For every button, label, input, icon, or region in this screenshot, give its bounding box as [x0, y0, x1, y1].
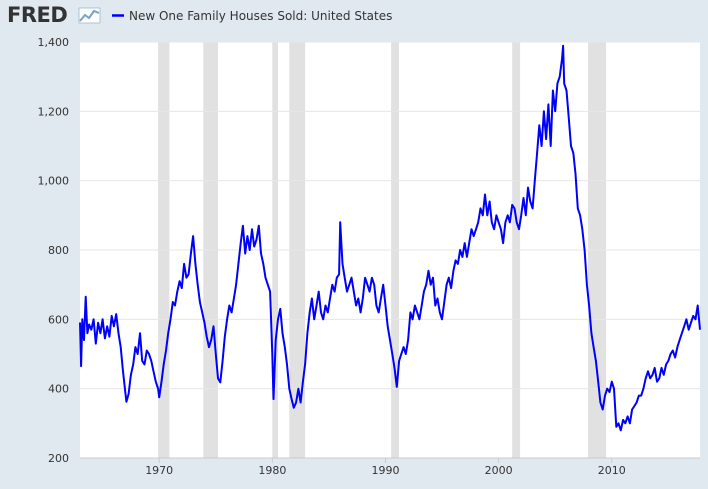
- x-tick-label-1980: 1980: [258, 464, 286, 477]
- legend-label: New One Family Houses Sold: United State…: [129, 9, 392, 23]
- y-tick-label-800: 800: [48, 244, 69, 257]
- x-tick-label-2000: 2000: [485, 464, 513, 477]
- gridlines: [80, 41, 700, 459]
- y-tick-label-400: 400: [48, 383, 69, 396]
- series-line-0: [79, 44, 701, 432]
- fred-logo-text: FRED: [7, 3, 67, 27]
- legend: New One Family Houses Sold: United State…: [112, 9, 392, 23]
- x-tick-label-2010: 2010: [598, 464, 626, 477]
- x-tick-label-1970: 1970: [145, 464, 173, 477]
- x-axis: 1970 1980 1990 2000 2010: [80, 457, 700, 477]
- y-tick-label-600: 600: [48, 313, 69, 326]
- y-tick-label-1400: 1,400: [38, 36, 70, 49]
- y-axis: 200 400 600 800 1,000 1,200 1,400: [38, 36, 70, 465]
- fred-logo-chart-icon: [78, 7, 101, 24]
- fred-logo: FRED: [7, 3, 101, 27]
- y-tick-label-200: 200: [48, 452, 69, 465]
- y-tick-label-1000: 1,000: [38, 175, 70, 188]
- series-layer: [79, 44, 701, 432]
- x-tick-label-1990: 1990: [371, 464, 399, 477]
- y-tick-label-1200: 1,200: [38, 105, 70, 118]
